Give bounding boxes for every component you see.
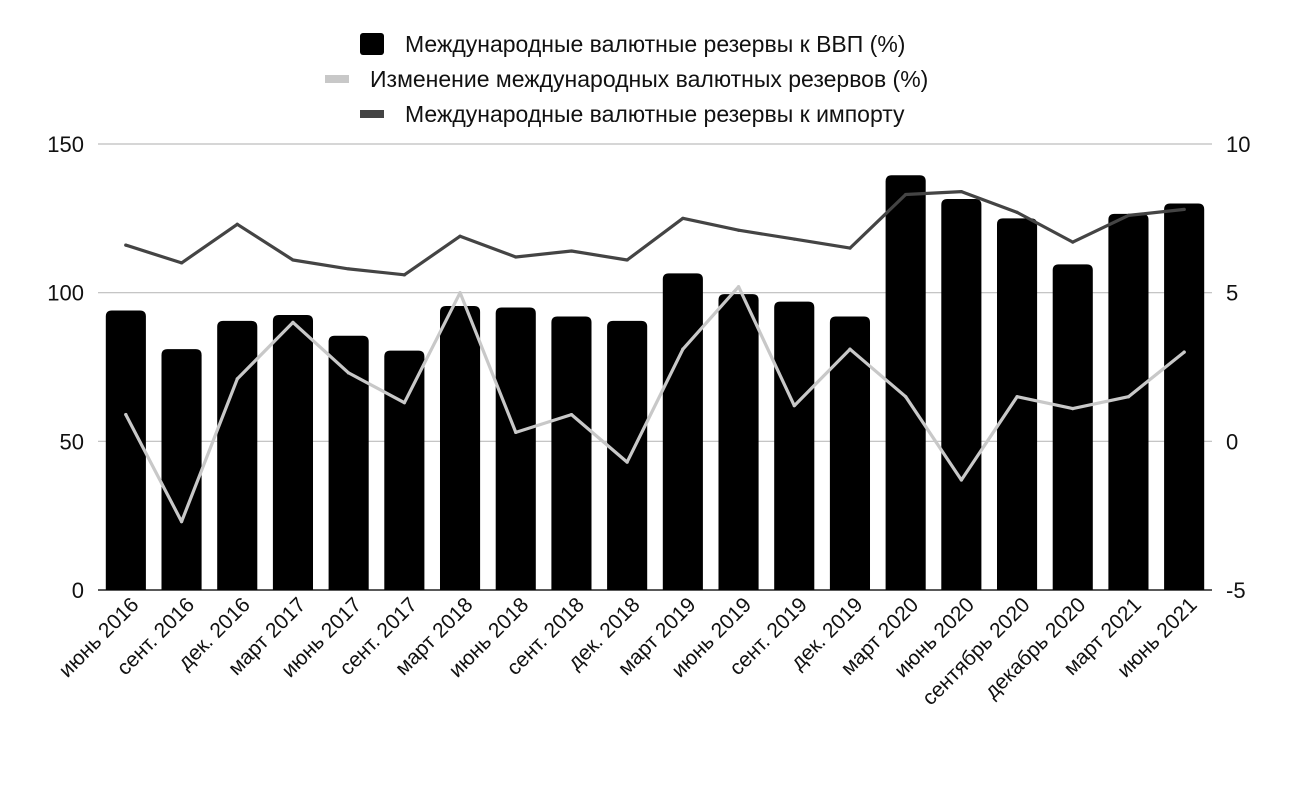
line-point <box>736 285 741 289</box>
line-point <box>792 404 796 408</box>
line-point <box>124 412 128 417</box>
bar <box>941 199 982 591</box>
line-point <box>458 234 462 238</box>
line-point <box>625 258 629 262</box>
line-point <box>848 246 852 250</box>
bar <box>328 335 369 590</box>
legend-label: Международные валютные резервы к импорту <box>405 101 905 127</box>
line-point <box>235 377 239 381</box>
bar <box>774 301 815 590</box>
bar <box>217 320 258 590</box>
bar <box>551 316 592 590</box>
y-right-tick-label: 5 <box>1226 281 1238 306</box>
bar <box>1108 213 1149 590</box>
line-point <box>569 412 574 417</box>
line-point <box>736 228 741 232</box>
line-point <box>848 347 852 351</box>
line-point <box>1071 240 1075 244</box>
line-point <box>514 255 518 259</box>
line-point <box>402 273 406 277</box>
line-point <box>179 261 184 265</box>
y-right-tick-label: -5 <box>1226 578 1246 603</box>
reserves-change-line <box>124 285 1186 524</box>
bar <box>829 316 871 590</box>
line-point <box>1126 395 1131 399</box>
legend-swatch-bar <box>360 33 384 55</box>
line-point <box>291 258 295 262</box>
legend-swatch-line <box>360 110 384 118</box>
line-point <box>959 478 963 482</box>
bar <box>105 310 146 590</box>
gridlines <box>98 143 1212 591</box>
bar <box>161 349 202 590</box>
line-point <box>959 189 963 194</box>
bar <box>272 314 314 590</box>
line-point <box>792 237 796 241</box>
line-point <box>124 243 128 247</box>
line-point <box>681 216 685 220</box>
line-point <box>235 222 239 226</box>
bar <box>718 294 759 590</box>
bar <box>439 306 481 590</box>
legend-label: Международные валютные резервы к ВВП (%) <box>405 31 905 57</box>
bar <box>996 218 1038 591</box>
y-right-tick-label: 0 <box>1226 429 1238 454</box>
bar <box>384 350 425 590</box>
line-point <box>1015 210 1019 214</box>
line-point <box>347 267 351 271</box>
line-point <box>1182 350 1186 354</box>
line-series <box>124 189 1186 524</box>
y-left-tick-label: 0 <box>72 578 84 603</box>
bar <box>1052 264 1093 590</box>
bar-series <box>105 175 1205 591</box>
line-point <box>569 249 574 253</box>
line-point <box>1126 213 1131 217</box>
line-point <box>1071 407 1075 411</box>
line-point <box>347 371 351 375</box>
y-right-tick-label: 10 <box>1226 132 1250 157</box>
line-point <box>1182 207 1186 212</box>
line-point <box>625 460 629 464</box>
line-point <box>179 520 184 524</box>
line-point <box>458 291 462 295</box>
line-point <box>514 430 518 435</box>
y-left-tick-label: 50 <box>60 429 84 454</box>
line-point <box>681 347 685 351</box>
line-point <box>402 401 406 405</box>
y-left-tick-label: 150 <box>47 132 84 157</box>
bar <box>885 175 926 590</box>
bar <box>1164 203 1205 590</box>
legend-label: Изменение международных валютных резерво… <box>370 66 928 92</box>
y-left-tick-label: 100 <box>47 281 84 306</box>
line-point <box>904 395 908 399</box>
legend: Международные валютные резервы к ВВП (%)… <box>325 31 928 127</box>
bar <box>662 273 703 590</box>
reserves-to-imports-line <box>124 190 1186 277</box>
line-point <box>904 192 908 197</box>
legend-swatch-line <box>325 75 349 83</box>
line-point <box>291 320 295 324</box>
line-point <box>1015 395 1019 399</box>
bar <box>495 307 536 590</box>
bar <box>607 320 648 590</box>
